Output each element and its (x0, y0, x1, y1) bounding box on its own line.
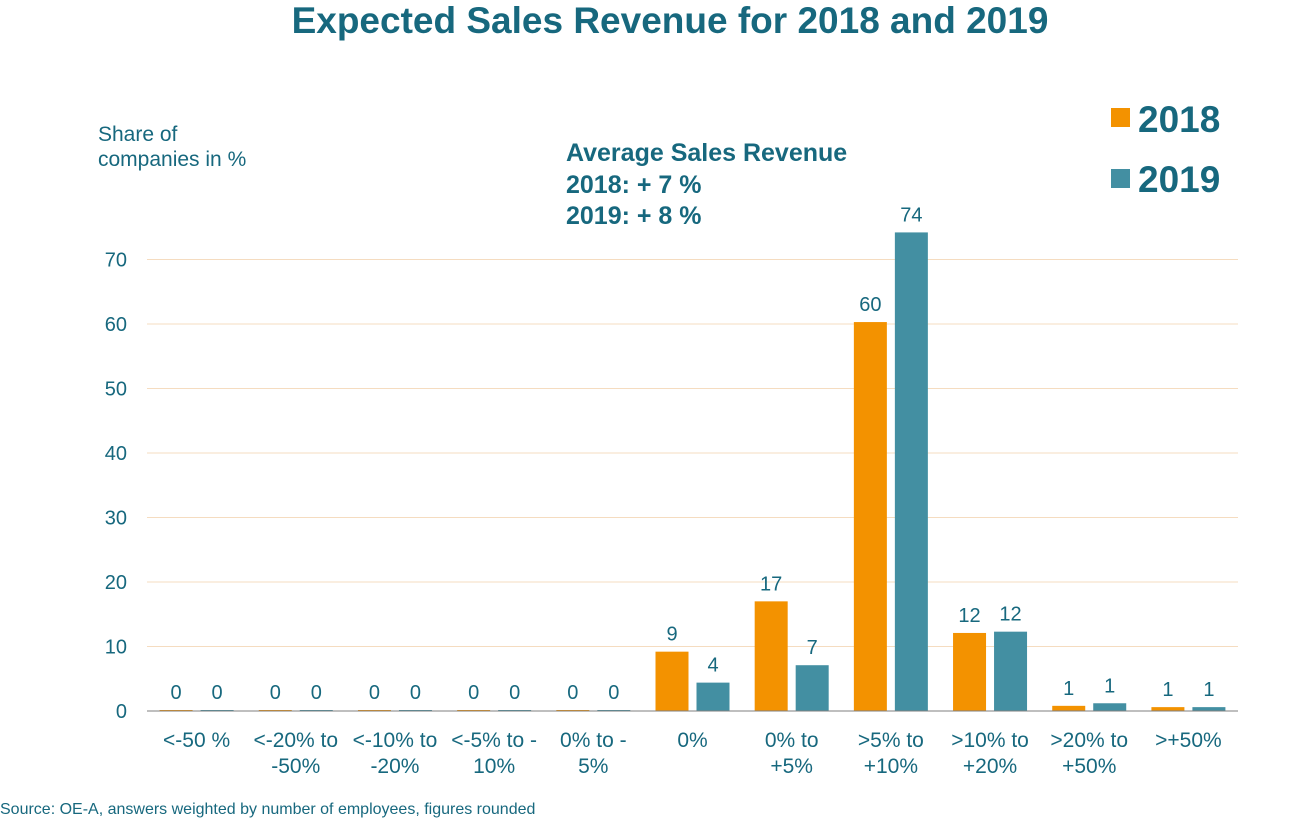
data-label-2019: 1 (1104, 675, 1115, 697)
category-label: 0% to - (560, 729, 627, 752)
data-label-2019: 0 (509, 682, 520, 704)
bar-2018 (853, 322, 887, 711)
bars (159, 232, 1226, 711)
data-label-2019: 0 (212, 682, 223, 704)
category-label: <-5% to - (451, 729, 537, 752)
legend-swatch-2018 (1111, 108, 1130, 127)
chart-title: Expected Sales Revenue for 2018 and 2019 (292, 0, 1049, 41)
data-label-2018: 1 (1063, 678, 1074, 700)
category-label: +20% (963, 755, 1017, 778)
data-label-2019: 0 (410, 682, 421, 704)
bar-2019 (696, 682, 730, 711)
bar-2019 (795, 665, 829, 711)
category-label: 0% to (765, 729, 819, 752)
bar-2019 (1093, 703, 1127, 711)
category-labels: <-50 % <-20% to -50% <-10% to -20% <-5% to - 1… (163, 729, 1222, 778)
bar-2018 (953, 632, 987, 711)
y-axis-label-line-2: companies in % (98, 148, 246, 171)
bar-2018 (1151, 707, 1185, 711)
annotation-2018-average: 2018: + 7 % (566, 171, 702, 199)
y-tick-label: 30 (105, 508, 127, 530)
bar-2019 (994, 631, 1028, 711)
data-labels: 0 0 0 0 0 0 0 0 0 0 9 4 17 7 60 74 12 12 1 1 1 1 (171, 204, 1215, 704)
y-tick-label: 70 (105, 250, 127, 272)
data-label-2019: 0 (311, 682, 322, 704)
bar-2018 (754, 601, 788, 711)
y-tick-label: 10 (105, 637, 127, 659)
category-label: +50% (1062, 755, 1116, 778)
legend-label-2018: 2018 (1138, 99, 1220, 140)
y-tick-labels: 0 10 20 30 40 50 60 70 (105, 250, 127, 724)
legend: 2018 2019 (1111, 99, 1220, 200)
data-label-2019: 7 (807, 637, 818, 659)
bar-2019 (1192, 707, 1226, 711)
y-tick-label: 0 (116, 701, 127, 723)
annotation-heading: Average Sales Revenue (566, 139, 847, 167)
category-label: +5% (770, 755, 813, 778)
source-note: Source: OE-A, answers weighted by number… (0, 801, 535, 818)
data-label-2018: 0 (468, 682, 479, 704)
category-label: <-20% to (253, 729, 338, 752)
legend-swatch-2019 (1111, 169, 1130, 188)
data-label-2019: 1 (1203, 679, 1214, 701)
data-label-2018: 0 (270, 682, 281, 704)
category-label: <-10% to (353, 729, 438, 752)
y-tick-label: 50 (105, 379, 127, 401)
category-label: <-50 % (163, 729, 230, 752)
data-label-2019: 74 (900, 204, 922, 226)
category-label: >20% to (1050, 729, 1128, 752)
data-label-2018: 17 (760, 573, 782, 595)
data-label-2018: 0 (369, 682, 380, 704)
category-label: -20% (370, 755, 419, 778)
category-label: +10% (864, 755, 918, 778)
data-label-2018: 12 (958, 605, 980, 627)
data-label-2019: 4 (707, 655, 718, 677)
bar-2018 (655, 651, 689, 711)
data-label-2018: 1 (1162, 679, 1173, 701)
bar-2019 (894, 232, 928, 711)
y-tick-label: 60 (105, 314, 127, 336)
y-tick-label: 40 (105, 443, 127, 465)
gridlines (147, 259, 1238, 647)
bar-2018 (1052, 705, 1086, 711)
data-label-2019: 0 (608, 682, 619, 704)
category-label: -50% (271, 755, 320, 778)
annotation-2019-average: 2019: + 8 % (566, 202, 702, 230)
legend-label-2019: 2019 (1138, 159, 1220, 200)
data-label-2018: 0 (567, 682, 578, 704)
data-label-2018: 9 (666, 624, 677, 646)
category-label: 0% (677, 729, 707, 752)
category-label: >10% to (951, 729, 1029, 752)
data-label-2019: 12 (999, 604, 1021, 626)
y-axis-label-line-1: Share of (98, 123, 178, 146)
data-label-2018: 60 (859, 294, 881, 316)
data-label-2018: 0 (171, 682, 182, 704)
category-label: >+50% (1155, 729, 1222, 752)
category-label: 5% (578, 755, 608, 778)
category-label: 10% (473, 755, 515, 778)
category-label: >5% to (858, 729, 924, 752)
y-tick-label: 20 (105, 572, 127, 594)
